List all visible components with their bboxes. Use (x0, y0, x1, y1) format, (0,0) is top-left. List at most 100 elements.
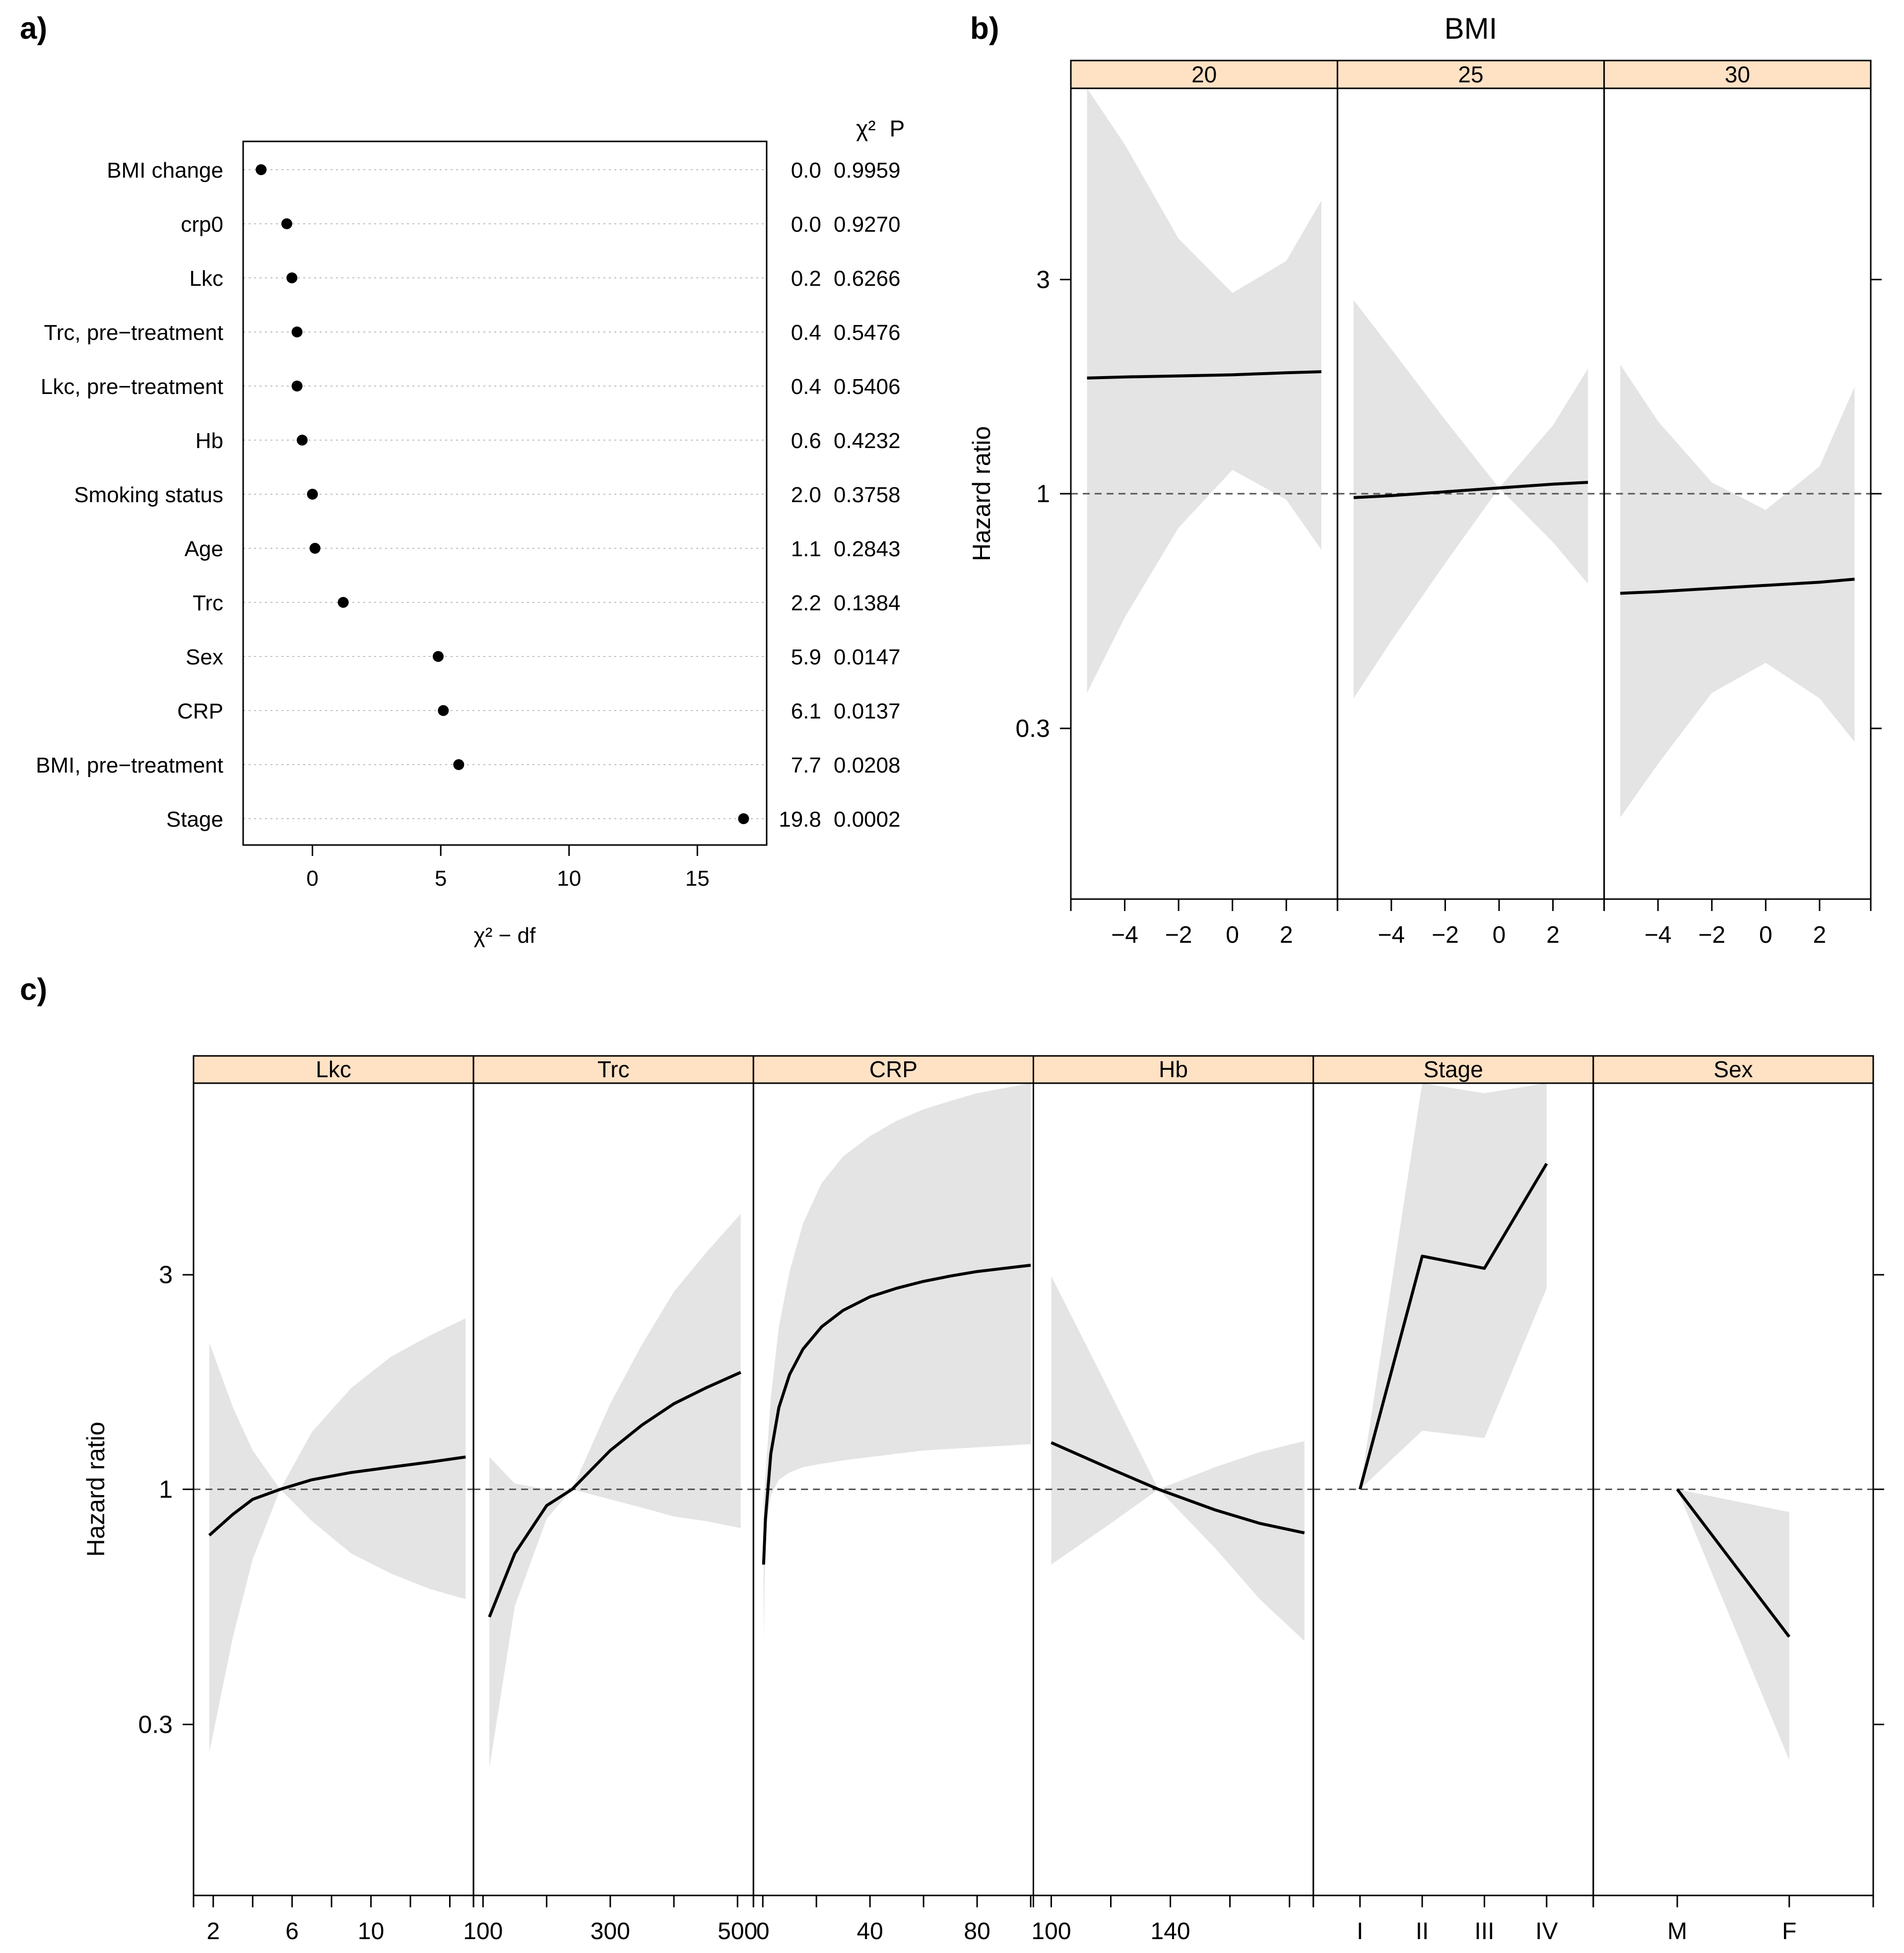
chart-a-chisq-value: 7.7 (791, 753, 821, 778)
chart-a-x-tick-label: 10 (557, 866, 581, 891)
chart-c-strip-label: Lkc (316, 1056, 351, 1082)
chart-c-ci-band (1360, 1083, 1547, 1490)
chart-c-x-tick-label: 40 (856, 1918, 883, 1945)
chart-a-p-value: 0.3758 (834, 483, 901, 507)
chart-c-y-tick-label: 3 (159, 1261, 173, 1289)
chart-c-ci-band (763, 1083, 1031, 1645)
chart-c-fit-line (208, 1455, 466, 1537)
chart-a-x-axis-label: χ² − df (474, 923, 536, 948)
chart-c-fit-line (762, 1263, 1031, 1565)
chart-b-strip-label: 25 (1458, 62, 1483, 87)
chart-a-x-tick-label: 15 (685, 866, 710, 891)
chart-b-x-tick-label: 2 (1280, 922, 1293, 948)
chart-c-x-tick-label: III (1474, 1918, 1494, 1945)
chart-a-p-value: 0.4232 (834, 429, 901, 453)
chart-c-ci-band (209, 1318, 466, 1753)
chart-a-p-value: 0.0137 (834, 699, 901, 723)
chart-a-chisq-value: 0.2 (791, 266, 821, 291)
chart-a-chisq-value: 1.1 (791, 537, 821, 561)
chart-c-x-tick-label: 10 (358, 1918, 384, 1945)
chart-c-strip (1313, 1055, 1594, 1084)
chart-c-ci-band (1677, 1489, 1789, 1760)
chart-a-chisq-value: 19.8 (779, 807, 821, 832)
panel-label-a: a) (20, 11, 47, 46)
chart-b-x-tick-label: −4 (1111, 922, 1138, 948)
chart-b-strip (1603, 60, 1872, 89)
chart-c-fit-line (488, 1371, 741, 1618)
chart-c-strip (472, 1055, 754, 1084)
chart-a-point (453, 759, 464, 770)
chart-c-strip (1592, 1055, 1874, 1084)
chart-b-title: BMI (1444, 12, 1498, 45)
chart-c-x-tick-label: 80 (964, 1918, 990, 1945)
panel-label-c: c) (20, 973, 47, 1007)
chart-c-x-tick-label: I (1357, 1918, 1363, 1945)
chart-b-fit-line (1353, 481, 1588, 499)
chart-b-x-tick-label: −2 (1165, 922, 1192, 948)
chart-a-row-label: BMI change (107, 158, 223, 183)
chart-a-row-label: Sex (186, 645, 223, 669)
chart-b-ci-band (1620, 364, 1855, 818)
chart-a-frame (242, 140, 768, 846)
chart-a-chisq-value: 2.2 (791, 591, 821, 615)
chart-c-x-tick-label: F (1782, 1918, 1796, 1945)
chart-c-strip-label: CRP (869, 1056, 918, 1082)
chart-a-point (286, 272, 298, 283)
chart-a-row-label: Age (185, 537, 223, 561)
chart-a-row-label: Lkc (190, 266, 223, 291)
chart-a-point (738, 813, 749, 824)
chart-c-x-tick-label: 100 (463, 1918, 503, 1945)
chart-a-point (337, 597, 349, 608)
chart-b-strip-label: 30 (1725, 62, 1750, 87)
chart-a-p-value: 0.0002 (834, 807, 901, 832)
chart-b-bmi-effects: 20 −4 −2 0 2 25 −4 −2 0 2 30 −4 −2 0 2 0.3 1 3 Hazard rati… (968, 12, 1882, 948)
chart-a-chisq-value: 0.6 (791, 429, 821, 453)
chart-b-x-tick-label: 2 (1546, 922, 1560, 948)
chart-b-x-tick-label: −2 (1432, 922, 1459, 948)
chart-c-x-tick-label: 140 (1151, 1918, 1190, 1945)
chart-a-row-label: Stage (166, 807, 223, 832)
chart-a-chisq-value: 2.0 (791, 483, 821, 507)
chart-a-p-value: 0.6266 (834, 266, 901, 291)
chart-b-fit-line (1087, 370, 1321, 380)
chart-a-chisq-value: 0.0 (791, 212, 821, 237)
chart-c-x-tick-label: 500 (718, 1918, 757, 1945)
chart-a-point (291, 381, 303, 391)
chart-b-x-tick-label: 0 (1759, 922, 1773, 948)
chart-a-row-label: Trc, pre−treatment (44, 321, 224, 345)
chart-c-y-tick-label: 0.3 (138, 1710, 173, 1738)
chart-c-strip (193, 1055, 474, 1084)
chart-c-strip (1033, 1055, 1314, 1084)
chart-a-chisq-value: 0.4 (791, 375, 821, 399)
chart-b-y-tick-label: 0.3 (1015, 715, 1050, 742)
chart-c-x-tick-label: II (1416, 1918, 1429, 1945)
chart-a-row-label: crp0 (181, 212, 223, 237)
chart-a-chisq-value: 0.0 (791, 158, 821, 183)
chart-c-x-tick-label: 6 (285, 1918, 299, 1945)
chart-b-x-tick-label: −4 (1644, 922, 1672, 948)
chart-c-fit-line (1050, 1441, 1305, 1535)
chart-a-row-label: Hb (196, 429, 223, 453)
chart-b-strip-label: 20 (1191, 62, 1217, 87)
chart-a-row-label: CRP (177, 699, 223, 723)
chart-c-ci-band (489, 1214, 741, 1768)
chart-c-strip (752, 1055, 1035, 1084)
chart-b-y-tick-label: 3 (1036, 265, 1050, 293)
chart-a-p-value: 0.1384 (834, 591, 901, 615)
chart-b-x-tick-label: −2 (1698, 922, 1725, 948)
chart-a-dotplot: BMI change 0.0 0.9959 crp0 0.0 0.9270 Lkc 0.2 0.… (36, 116, 905, 948)
chart-c-ci-band (1051, 1276, 1305, 1641)
chart-b-x-tick-label: 2 (1813, 922, 1827, 948)
chart-a-point (438, 705, 449, 716)
chart-c-x-tick-label: 100 (1031, 1918, 1071, 1945)
chart-a-point (281, 218, 292, 229)
chart-b-x-tick-label: 0 (1226, 922, 1239, 948)
chart-a-p-value: 0.2843 (834, 537, 901, 561)
chart-a-header-chisq: χ² (856, 116, 875, 141)
chart-a-row-label: Lkc, pre−treatment (41, 375, 223, 399)
chart-c-x-tick-label: 0 (756, 1918, 770, 1945)
chart-a-point (309, 543, 321, 554)
chart-a-header-p: P (890, 116, 905, 141)
chart-b-y-tick-label: 1 (1036, 480, 1050, 508)
